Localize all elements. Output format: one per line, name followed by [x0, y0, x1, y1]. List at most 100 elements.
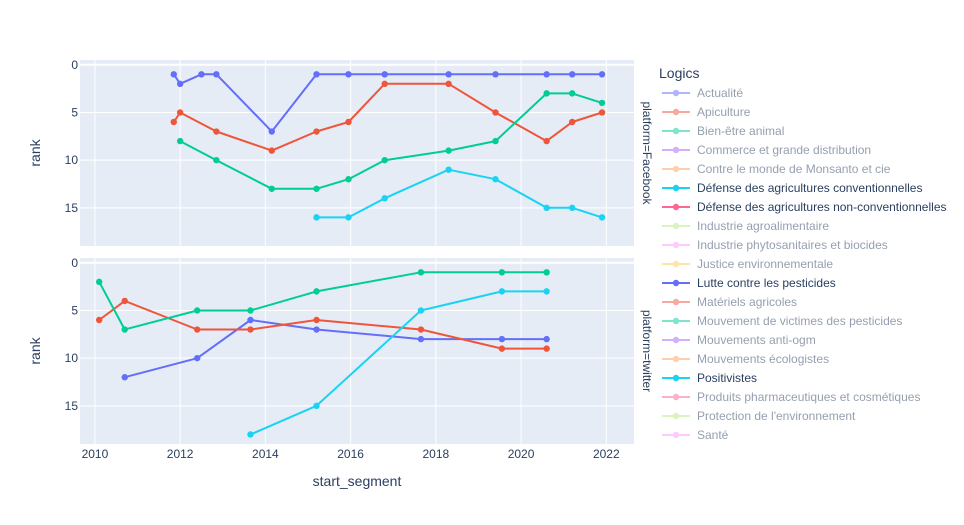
data-point [213, 71, 220, 78]
data-point [247, 326, 254, 333]
x-tick-label: 2018 [422, 447, 449, 461]
legend-swatch-marker [672, 317, 680, 325]
legend-label: Actualité [697, 86, 743, 100]
legend-swatch-marker [672, 165, 680, 173]
legend-item: Justice environnementale [662, 257, 833, 271]
y-tick-label: 0 [71, 58, 78, 72]
data-point [176, 109, 184, 116]
data-point [345, 176, 352, 183]
y-axis-title: rank [27, 336, 43, 364]
y-axis-title: rank [27, 138, 43, 166]
data-point [313, 214, 320, 221]
data-point [345, 214, 352, 221]
legend-label: Mouvements anti-ogm [697, 333, 816, 347]
legend-label: Produits pharmaceutiques et cosmétiques [697, 390, 920, 404]
data-point [313, 288, 320, 295]
data-point [598, 214, 606, 221]
x-tick-label: 2022 [593, 447, 620, 461]
legend-label: Mouvements écologistes [697, 352, 829, 366]
data-point [193, 354, 201, 362]
data-point [417, 335, 425, 343]
legend-item: Produits pharmaceutiques et cosmétiques [662, 390, 920, 404]
data-point [492, 71, 499, 78]
y-tick-label: 0 [71, 256, 78, 270]
data-point [121, 374, 128, 381]
data-point [95, 278, 103, 286]
data-point [492, 137, 499, 145]
data-point [170, 71, 177, 78]
legend-item: Matériels agricoles [662, 295, 797, 309]
data-point [268, 185, 275, 192]
data-point [543, 335, 550, 343]
legend-label: Bien-être animal [697, 124, 784, 138]
legend-swatch-marker [672, 260, 680, 268]
data-point [313, 402, 320, 410]
legend-item: Industrie phytosanitaires et biocides [662, 238, 888, 252]
legend-item: Contre le monde de Monsanto et cie [662, 162, 891, 176]
facet-panel-twitter [80, 258, 634, 444]
data-point [268, 147, 275, 154]
data-point [313, 185, 320, 192]
data-point [543, 71, 550, 78]
data-point [193, 326, 201, 333]
data-point [543, 288, 550, 295]
data-point [543, 345, 550, 352]
data-point [498, 288, 506, 295]
legend-item: Bien-être animal [662, 124, 784, 138]
data-point [345, 118, 352, 126]
legend-item: Mouvement de victimes des pesticides [662, 314, 902, 328]
legend-item: Défense des agricultures conventionnelle… [662, 181, 922, 195]
legend-item: Commerce et grande distribution [662, 143, 871, 157]
legend-label: Industrie agroalimentaire [697, 219, 829, 233]
y-tick-label: 15 [65, 399, 79, 413]
data-point [313, 128, 320, 135]
data-point [247, 431, 254, 438]
data-point [313, 326, 320, 333]
legend-item: Actualité [662, 86, 743, 100]
legend-label: Contre le monde de Monsanto et cie [697, 162, 891, 176]
legend-label: Lutte contre les pesticides [697, 276, 836, 290]
data-point [569, 118, 576, 126]
data-point [445, 166, 452, 173]
legend-item: Défense des agricultures non-conventionn… [662, 200, 947, 214]
legend-item: Mouvements anti-ogm [662, 333, 816, 347]
legend-label: Industrie phytosanitaires et biocides [697, 238, 888, 252]
data-point [569, 71, 576, 78]
legend-swatch-marker [672, 184, 680, 192]
series-line [316, 168, 603, 219]
data-point [345, 71, 352, 78]
legend-swatch-marker [672, 108, 680, 116]
legend-item: Lutte contre les pesticides [662, 276, 836, 290]
y-tick-label: 15 [65, 201, 79, 215]
legend-label: Mouvement de victimes des pesticides [697, 314, 902, 328]
legend-item: Apiculture [662, 105, 751, 119]
plot-background [80, 258, 634, 444]
plot-background [80, 60, 634, 246]
legend-label: Santé [697, 428, 729, 442]
legend-swatch-marker [672, 127, 680, 135]
data-point [569, 204, 576, 212]
data-point [198, 71, 205, 78]
x-tick-label: 2012 [167, 447, 194, 461]
data-point [569, 90, 576, 97]
data-point [381, 195, 388, 202]
data-point [213, 156, 220, 164]
legend-label: Défense des agricultures non-conventionn… [697, 200, 947, 214]
data-point [313, 316, 320, 324]
data-point [268, 128, 275, 135]
legend-swatch-marker [672, 374, 680, 382]
data-point [492, 109, 499, 116]
legend-swatch-marker [672, 241, 680, 249]
data-point [492, 176, 499, 183]
data-point [598, 99, 606, 107]
legend-label: Matériels agricoles [697, 295, 797, 309]
legend-label: Positivistes [697, 371, 757, 385]
legend-label: Commerce et grande distribution [697, 143, 871, 157]
y-tick-label: 5 [71, 303, 78, 317]
legend-swatch-marker [672, 203, 680, 211]
legend-label: Justice environnementale [697, 257, 833, 271]
legend-label: Apiculture [697, 105, 751, 119]
facet-label: platform=twitter [640, 310, 654, 392]
legend-swatch-marker [672, 412, 680, 420]
